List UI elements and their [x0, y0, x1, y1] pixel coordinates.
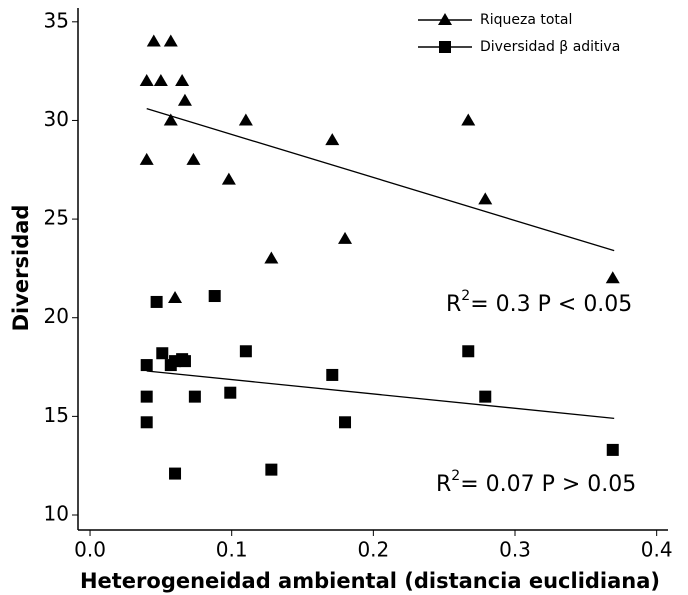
- triangle-point: [238, 113, 253, 126]
- trend-line: [146, 107, 615, 252]
- x-tick-label: 0.2: [357, 538, 389, 562]
- annotation-sup: 2: [451, 468, 460, 484]
- triangle-point: [163, 34, 178, 47]
- square-point: [239, 345, 252, 358]
- square-point: [326, 368, 339, 381]
- x-tick-label: 0.3: [499, 538, 531, 562]
- y-tick-label: 15: [44, 403, 69, 427]
- square-point: [140, 390, 153, 403]
- triangle-point: [186, 152, 201, 165]
- annotation: R2= 0.07 P > 0.05: [436, 468, 636, 497]
- triangle-point: [478, 192, 493, 205]
- annotation-base: R: [446, 292, 461, 317]
- x-axis-title: Heterogeneidad ambiental (distancia eucl…: [80, 569, 660, 593]
- legend-marker: [439, 41, 451, 53]
- trend-line: [146, 370, 615, 419]
- square-point: [224, 386, 237, 399]
- triangle-point: [338, 231, 353, 244]
- annotation-rest: = 0.07 P > 0.05: [460, 472, 636, 497]
- square-point: [178, 355, 191, 368]
- triangle-point: [139, 152, 154, 165]
- triangle-point: [221, 172, 236, 185]
- square-point: [208, 290, 221, 303]
- legend-marker: [438, 13, 452, 25]
- square-point: [140, 359, 153, 372]
- triangle-point: [264, 251, 279, 264]
- triangle-point: [168, 291, 183, 303]
- square-point: [462, 345, 475, 358]
- square-point: [169, 467, 182, 480]
- triangle-point: [461, 113, 476, 126]
- square-point: [606, 443, 619, 456]
- x-tick-label: 0.1: [216, 538, 248, 562]
- triangle-point: [139, 73, 154, 86]
- triangle-point: [153, 73, 168, 86]
- legend-label: Diversidad β aditiva: [480, 39, 620, 55]
- triangle-point: [175, 73, 190, 86]
- annotation-sup: 2: [461, 288, 470, 304]
- triangle-point: [163, 113, 178, 126]
- y-tick-label: 10: [44, 502, 69, 526]
- square-point: [339, 416, 352, 429]
- square-point: [188, 390, 201, 403]
- y-tick-label: 30: [44, 107, 69, 131]
- triangle-point: [146, 34, 161, 47]
- legend-label: Riqueza total: [480, 12, 572, 28]
- square-point: [140, 416, 153, 429]
- annotation-rest: = 0.3 P < 0.05: [470, 292, 632, 317]
- triangle-point: [325, 133, 340, 146]
- y-tick-label: 25: [44, 206, 69, 230]
- square-point: [479, 390, 492, 403]
- y-tick-label: 20: [44, 304, 69, 328]
- x-tick-label: 0.4: [641, 538, 673, 562]
- square-point: [156, 347, 169, 360]
- square-point: [265, 463, 278, 476]
- triangle-point: [177, 93, 192, 106]
- y-tick-label: 35: [44, 8, 69, 32]
- square-point: [150, 295, 163, 308]
- annotation-base: R: [436, 472, 451, 497]
- annotation: R2= 0.3 P < 0.05: [446, 288, 632, 317]
- triangle-point: [605, 271, 620, 284]
- y-axis-title: Diversidad: [9, 205, 33, 332]
- x-tick-label: 0.0: [74, 538, 106, 562]
